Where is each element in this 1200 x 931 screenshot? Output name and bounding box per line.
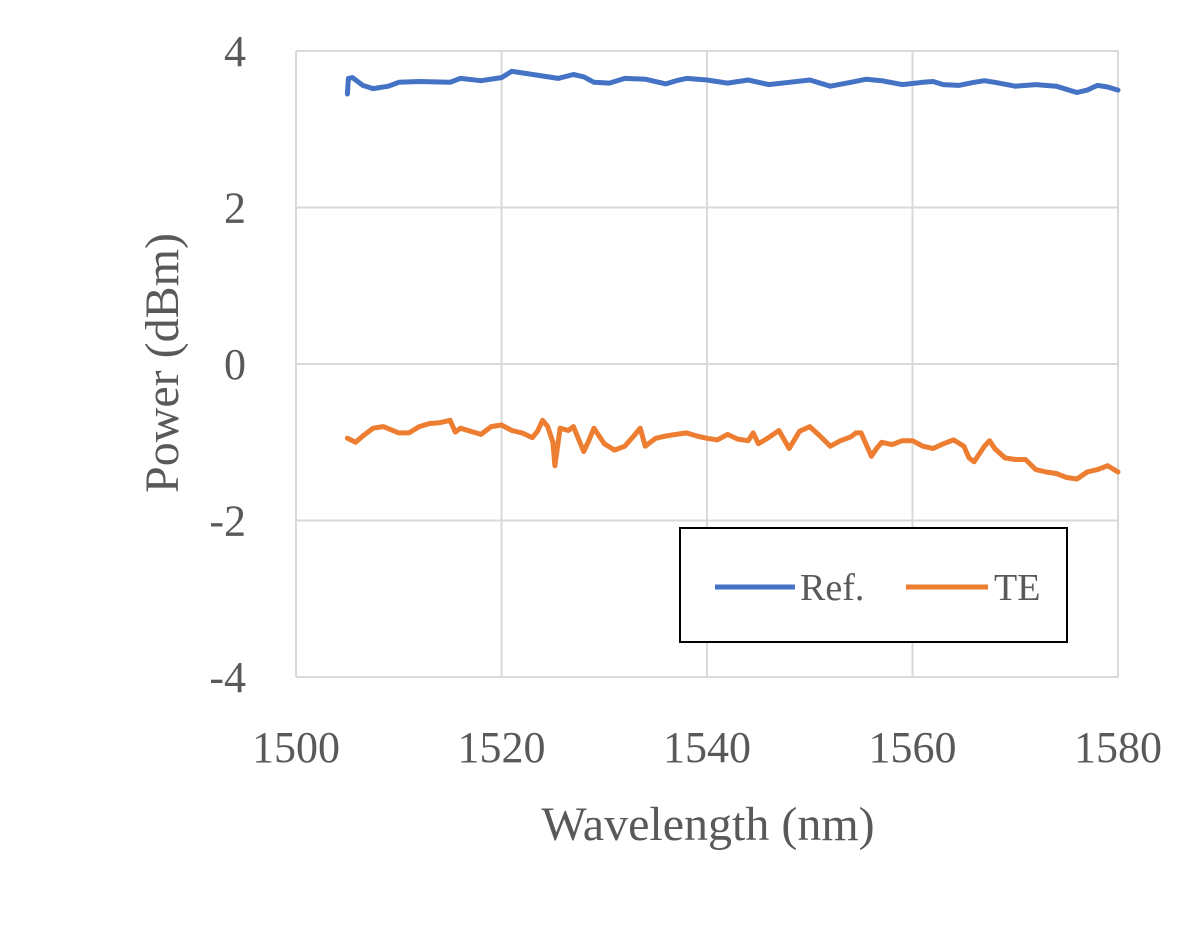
x-tick-label: 1560 bbox=[869, 723, 957, 772]
x-tick-label: 1500 bbox=[252, 723, 340, 772]
x-tick-labels: 1500 1520 1540 1560 1580 bbox=[252, 723, 1162, 772]
legend-label-ref: Ref. bbox=[800, 567, 864, 609]
y-tick-labels: 4 2 0 -2 -4 bbox=[209, 27, 246, 702]
legend-label-te: TE bbox=[994, 567, 1040, 609]
plot-series bbox=[344, 68, 1121, 482]
legend: Ref. TE bbox=[679, 527, 1068, 643]
y-tick-label: 4 bbox=[224, 27, 246, 76]
x-tick-label: 1520 bbox=[458, 723, 546, 772]
y-tick-label: -2 bbox=[209, 497, 246, 546]
y-tick-label: 2 bbox=[224, 184, 246, 233]
grid bbox=[295, 50, 1119, 678]
x-tick-label: 1580 bbox=[1074, 723, 1162, 772]
x-tick-label: 1540 bbox=[663, 723, 751, 772]
legend-box bbox=[679, 527, 1068, 643]
x-axis-title: Wavelength (nm) bbox=[541, 798, 874, 851]
series-line-te bbox=[344, 417, 1121, 482]
y-axis-title: Power (dBm) bbox=[136, 233, 189, 493]
series-line-ref bbox=[344, 68, 1121, 97]
y-tick-label: 0 bbox=[224, 340, 246, 389]
y-tick-label: -4 bbox=[209, 653, 246, 702]
